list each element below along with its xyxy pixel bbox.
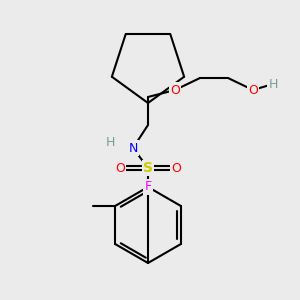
Text: O: O	[171, 161, 181, 175]
Text: O: O	[248, 83, 258, 97]
Text: O: O	[115, 161, 125, 175]
Text: O: O	[170, 83, 180, 97]
Text: S: S	[143, 161, 153, 175]
Text: N: N	[128, 142, 138, 154]
Text: H: H	[105, 136, 115, 149]
Text: H: H	[268, 77, 278, 91]
Text: F: F	[144, 181, 152, 194]
